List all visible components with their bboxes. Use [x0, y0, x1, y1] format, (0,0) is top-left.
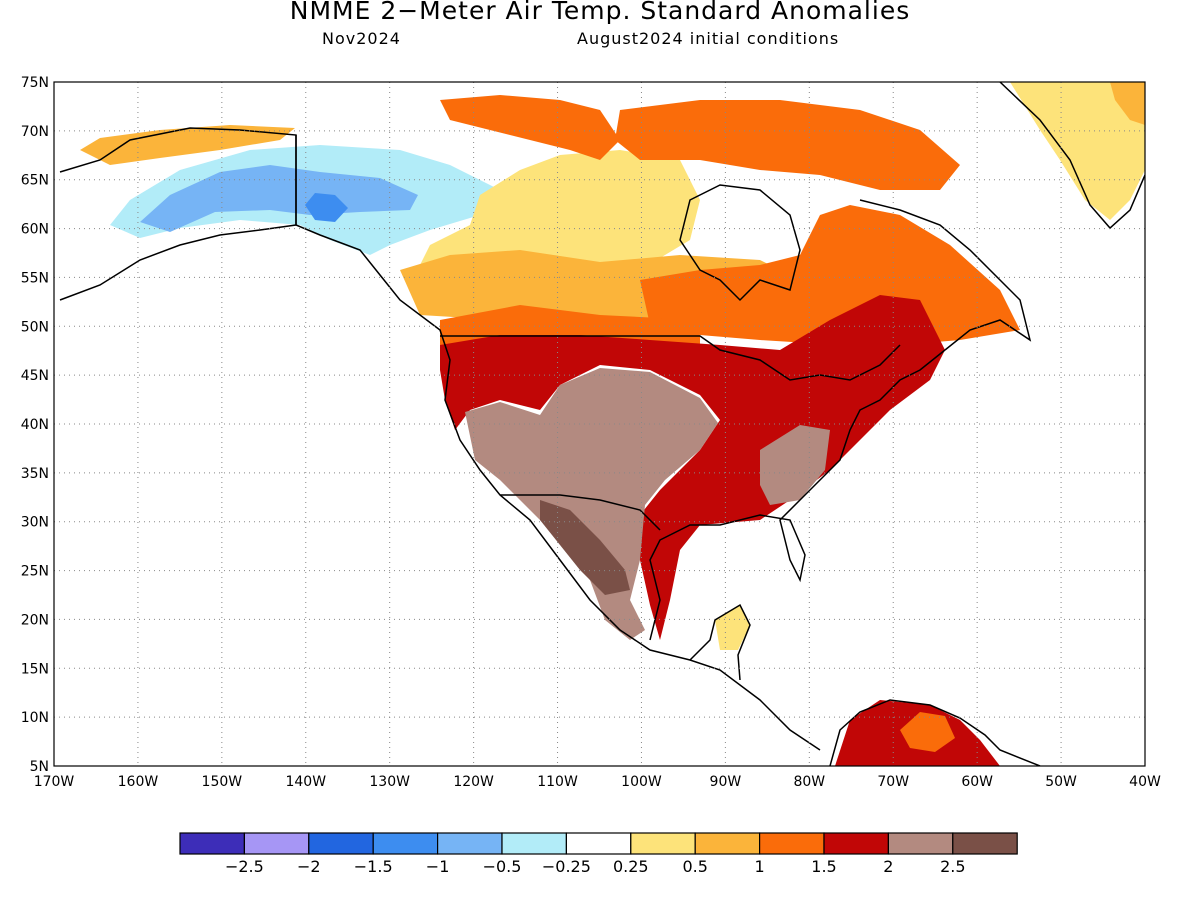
colorbar-swatch — [308, 832, 374, 855]
anomaly-region-warm-alaska — [80, 125, 295, 165]
initial-conditions: August2024 initial conditions — [577, 29, 840, 48]
colorbar-label: −0.25 — [542, 857, 591, 876]
lon-tick-label: 60W — [961, 774, 993, 790]
lat-tick-label: 30N — [21, 515, 49, 531]
lat-tick-label: 20N — [21, 612, 49, 628]
lon-tick-label: 170W — [34, 774, 75, 790]
lat-tick-label: 55N — [21, 270, 49, 286]
anomaly-region-arctic-warm-2 — [615, 100, 960, 190]
lon-tick-label: 50W — [1045, 774, 1077, 790]
colorbar-label: 1.5 — [811, 857, 836, 876]
colorbar-swatch — [630, 832, 696, 855]
lon-tick-label: 40W — [1129, 774, 1161, 790]
lat-tick-label: 25N — [21, 564, 49, 580]
grid-lines — [54, 82, 1145, 766]
colorbar-label: −1.5 — [354, 857, 393, 876]
colorbar-swatch — [565, 832, 632, 855]
colorbar-swatch — [823, 832, 890, 855]
anomaly-region-greenland-orange — [1110, 82, 1145, 125]
anomaly-region-greenland — [1010, 82, 1145, 220]
anomaly-region-arctic-warm — [440, 95, 620, 160]
lat-tick-label: 10N — [21, 710, 49, 726]
plot-frame — [53, 81, 1146, 767]
colorbar-swatch — [372, 832, 439, 855]
anomaly-region-hot — [440, 295, 945, 640]
lat-tick-label: 5N — [30, 759, 49, 775]
lon-tick-label: 160W — [118, 774, 159, 790]
colorbar-label: 1 — [755, 857, 765, 876]
lat-tick-label: 60N — [21, 222, 49, 238]
longitude-labels: 170W 160W 150W 140W 130W 120W 110W 100W 90W 80W 70… — [34, 774, 1161, 790]
anomaly-region-very-hot-east — [760, 425, 830, 505]
lat-tick-label: 45N — [21, 368, 49, 384]
colorbar-label: 2 — [883, 857, 893, 876]
coastline-northeast — [859, 199, 1032, 351]
lat-tick-label: 15N — [21, 661, 49, 677]
colorbar-label: −1 — [426, 857, 450, 876]
colorbar-label: −2 — [297, 857, 321, 876]
lon-tick-label: 120W — [453, 774, 494, 790]
lon-tick-label: 150W — [202, 774, 243, 790]
anomaly-region-extreme-hot — [540, 500, 630, 595]
latitude-labels: 75N 70N 65N 60N 55N 50N 45N 40N 35N 30N 25N 20N 15N 1… — [21, 75, 49, 775]
lon-tick-label: 100W — [621, 774, 662, 790]
lat-tick-label: 70N — [21, 124, 49, 140]
anomaly-region-yucatan — [715, 605, 750, 650]
colorbar-swatch — [694, 832, 761, 855]
lon-tick-label: 130W — [369, 774, 410, 790]
colorbar-label: −2.5 — [225, 857, 264, 876]
coastline-south-america — [829, 699, 1041, 766]
lon-tick-label: 80W — [793, 774, 825, 790]
coastline-hudson — [679, 184, 801, 302]
coastline-yucatan — [689, 603, 751, 681]
colorbar-swatch — [243, 832, 310, 855]
forecast-month: Nov2024 — [322, 29, 401, 48]
colorbar-swatch — [887, 832, 954, 855]
colorbar-label: 0.25 — [613, 857, 649, 876]
colorbar-label: 0.5 — [682, 857, 707, 876]
lat-tick-label: 40N — [21, 417, 49, 433]
colorbar-swatch — [437, 832, 503, 855]
lon-tick-label: 70W — [877, 774, 909, 790]
colorbar-label: −0.5 — [483, 857, 522, 876]
anomaly-region-cool-strong — [305, 193, 348, 222]
border-us-canada — [440, 335, 901, 381]
lat-tick-label: 75N — [21, 75, 49, 91]
lon-tick-label: 140W — [285, 774, 326, 790]
colorbar: −2.5 −2 −1.5 −1 −0.5 −0.25 0.25 0.5 1 1.5 2 2.5 — [179, 832, 1018, 876]
colorbar-swatch — [179, 832, 246, 855]
lat-tick-label: 65N — [21, 173, 49, 189]
border-us-mexico — [500, 494, 661, 531]
lon-tick-label: 110W — [537, 774, 578, 790]
coastline-alaska-south — [59, 224, 297, 301]
anomaly-region-south-america-orange — [900, 712, 955, 752]
anomaly-region-very-hot — [465, 368, 718, 640]
coastline-greenland — [999, 82, 1145, 230]
colorbar-swatch — [758, 832, 825, 855]
lon-tick-label: 90W — [710, 774, 742, 790]
colorbar-swatch — [952, 832, 1018, 855]
coastline-gulf — [649, 349, 946, 641]
colorbar-swatch — [501, 832, 568, 855]
lat-tick-label: 50N — [21, 319, 49, 335]
map-title: NMME 2−Meter Air Temp. Standard Anomalie… — [289, 0, 911, 25]
lat-tick-label: 35N — [21, 466, 49, 482]
colorbar-label: 2.5 — [940, 857, 965, 876]
anomaly-region-cool-mid — [140, 165, 418, 232]
